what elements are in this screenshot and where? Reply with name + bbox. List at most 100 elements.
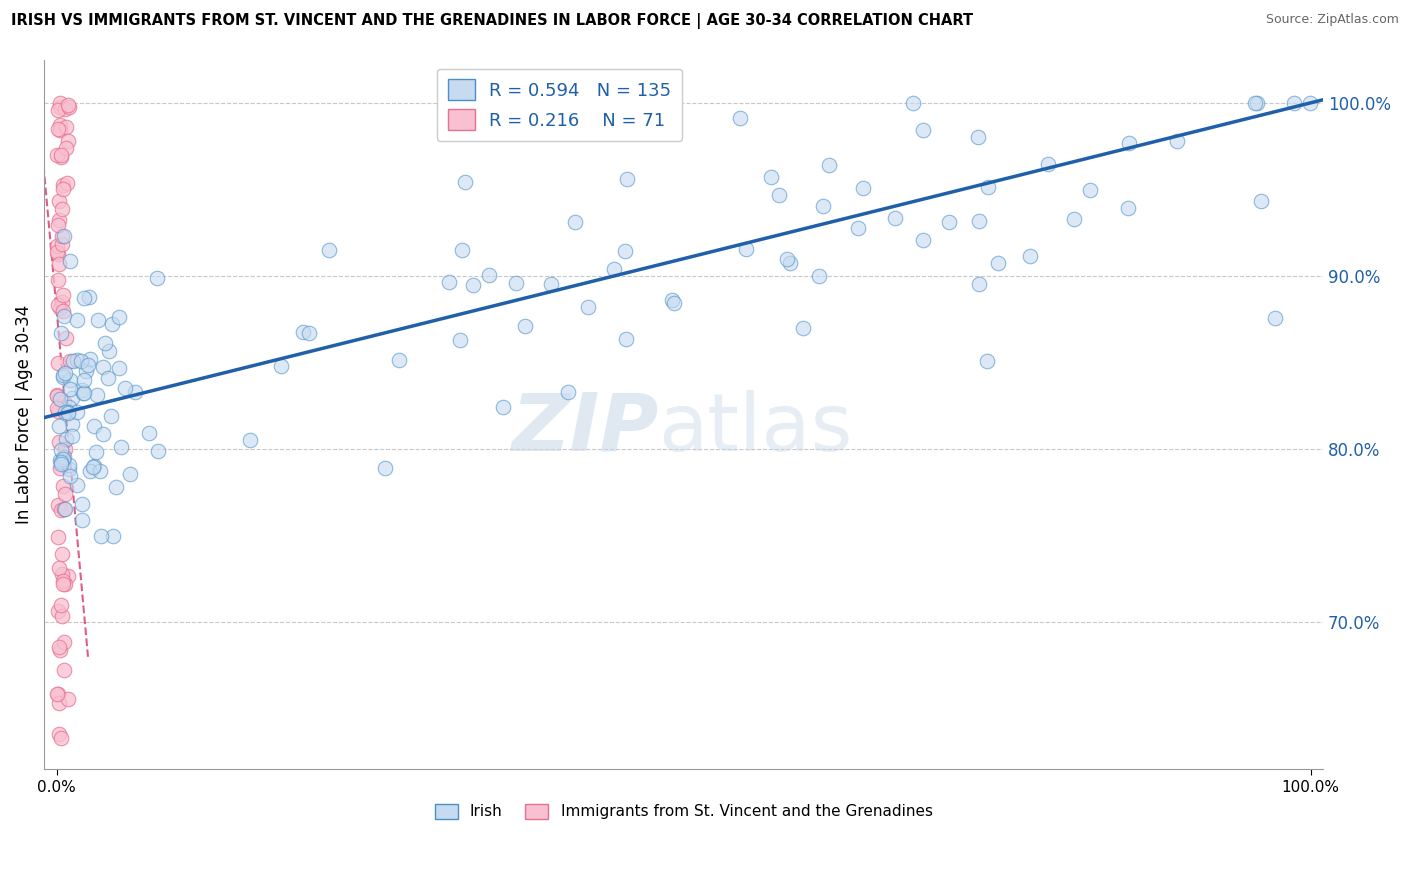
- Point: [977, 179, 1000, 194]
- Point: [53, 664, 76, 678]
- Legend: Irish, Immigrants from St. Vincent and the Grenadines: Irish, Immigrants from St. Vincent and t…: [429, 797, 939, 825]
- Point: [1063, 211, 1085, 226]
- Point: [51, 202, 73, 217]
- Point: [46, 530, 69, 544]
- Point: [1284, 95, 1306, 110]
- Text: IRISH VS IMMIGRANTS FROM ST. VINCENT AND THE GRENADINES IN LABOR FORCE | AGE 30-: IRISH VS IMMIGRANTS FROM ST. VINCENT AND…: [11, 13, 973, 29]
- Point: [52, 178, 75, 192]
- Point: [966, 129, 988, 144]
- Point: [45, 387, 67, 401]
- Point: [94, 335, 117, 350]
- Point: [48, 301, 70, 315]
- Point: [51, 148, 73, 162]
- Point: [1166, 134, 1188, 148]
- Point: [101, 317, 124, 331]
- Point: [613, 244, 636, 259]
- Point: [911, 123, 934, 137]
- Y-axis label: In Labor Force | Age 30-34: In Labor Force | Age 30-34: [15, 305, 32, 524]
- Point: [62, 354, 84, 368]
- Point: [70, 383, 93, 397]
- Point: [564, 215, 586, 229]
- Point: [70, 353, 93, 368]
- Point: [903, 95, 925, 110]
- Point: [776, 252, 799, 266]
- Point: [46, 356, 69, 370]
- Point: [79, 464, 101, 478]
- Point: [118, 467, 141, 482]
- Point: [49, 453, 72, 467]
- Point: [540, 277, 562, 291]
- Point: [51, 547, 73, 561]
- Point: [48, 118, 70, 132]
- Point: [976, 354, 998, 368]
- Point: [969, 213, 991, 227]
- Point: [987, 256, 1010, 270]
- Point: [55, 120, 77, 134]
- Point: [1298, 95, 1320, 110]
- Point: [1116, 201, 1139, 215]
- Point: [52, 370, 75, 384]
- Point: [48, 213, 70, 227]
- Point: [602, 261, 624, 276]
- Point: [852, 181, 875, 195]
- Point: [48, 122, 70, 136]
- Point: [1078, 183, 1101, 197]
- Text: ZIP: ZIP: [510, 390, 658, 467]
- Point: [52, 574, 75, 588]
- Point: [51, 566, 73, 581]
- Point: [53, 367, 76, 381]
- Point: [66, 405, 89, 419]
- Point: [53, 405, 76, 419]
- Point: [661, 293, 683, 307]
- Point: [374, 460, 396, 475]
- Point: [662, 296, 685, 310]
- Point: [48, 561, 70, 575]
- Point: [97, 370, 120, 384]
- Point: [146, 443, 169, 458]
- Text: atlas: atlas: [658, 390, 852, 467]
- Point: [1246, 95, 1268, 110]
- Point: [55, 577, 77, 591]
- Point: [101, 528, 124, 542]
- Point: [62, 429, 84, 443]
- Point: [46, 238, 69, 252]
- Point: [53, 309, 76, 323]
- Point: [56, 692, 79, 706]
- Point: [56, 176, 79, 190]
- Point: [70, 513, 93, 527]
- Point: [100, 409, 122, 424]
- Point: [138, 426, 160, 441]
- Point: [83, 458, 105, 473]
- Point: [55, 141, 77, 155]
- Point: [51, 236, 73, 251]
- Point: [616, 332, 638, 346]
- Point: [46, 498, 69, 512]
- Point: [58, 373, 80, 387]
- Point: [58, 100, 80, 114]
- Point: [48, 727, 70, 741]
- Point: [811, 199, 834, 213]
- Point: [59, 253, 82, 268]
- Point: [1118, 136, 1140, 150]
- Point: [97, 344, 120, 359]
- Point: [912, 233, 935, 247]
- Point: [49, 461, 72, 475]
- Point: [48, 257, 70, 271]
- Point: [59, 382, 82, 396]
- Point: [52, 479, 75, 493]
- Point: [51, 303, 73, 318]
- Point: [90, 528, 112, 542]
- Point: [52, 394, 75, 409]
- Point: [114, 382, 136, 396]
- Point: [52, 502, 75, 516]
- Point: [779, 256, 801, 270]
- Point: [48, 100, 70, 114]
- Point: [463, 278, 485, 293]
- Point: [53, 442, 76, 457]
- Point: [451, 243, 474, 257]
- Point: [83, 419, 105, 434]
- Point: [388, 353, 411, 368]
- Point: [108, 310, 131, 324]
- Point: [239, 433, 262, 447]
- Point: [58, 458, 80, 472]
